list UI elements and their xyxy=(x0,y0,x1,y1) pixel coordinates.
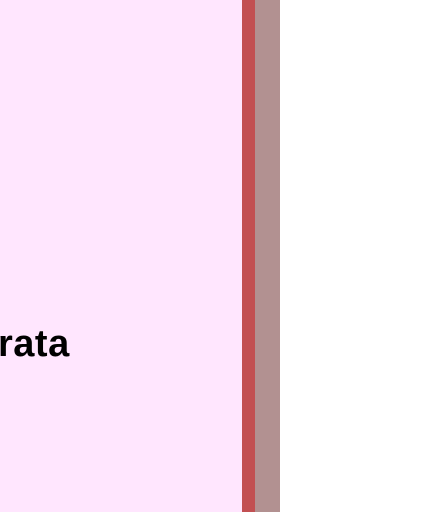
blank-area xyxy=(280,0,433,512)
panel-shadow xyxy=(255,0,280,512)
panel-border xyxy=(242,0,255,512)
pink-panel: rata xyxy=(0,0,242,512)
panel-text: rata xyxy=(0,323,70,365)
